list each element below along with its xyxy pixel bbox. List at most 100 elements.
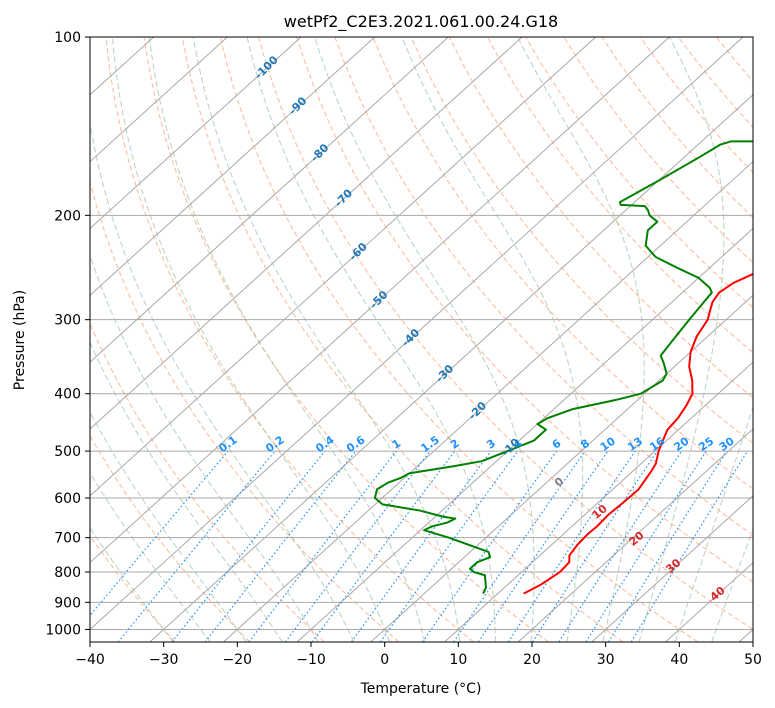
isotherm-line (90, 37, 449, 363)
moist-adiabat-line (674, 405, 753, 642)
mixing-ratio-label: 6 (550, 437, 564, 452)
isotherm-line (444, 361, 753, 642)
x-tick-label: −20 (223, 652, 253, 668)
moist-adiabat-line (711, 528, 753, 642)
dry-adiabat-line (296, 37, 753, 583)
dry-adiabat-line (677, 37, 753, 128)
mixing-ratio-label: 1 (390, 437, 404, 452)
y-tick-label: 200 (54, 208, 81, 224)
isotherm-line (370, 294, 753, 642)
plot-frame (89, 36, 754, 643)
mixing-ratio-line (311, 450, 456, 642)
moist-adiabat-line (148, 37, 426, 642)
moist-adiabat-line (638, 37, 725, 642)
dry-adiabat-line (143, 37, 549, 642)
y-tick-label: 700 (54, 531, 81, 547)
dewpoint-profile-line (373, 140, 753, 595)
x-tick-label: −30 (149, 652, 179, 668)
x-tick-label: 40 (670, 652, 688, 668)
dry-adiabat-line (487, 37, 753, 354)
isotherm-line (90, 37, 302, 230)
dry-adiabat-line (181, 37, 624, 642)
dry-adiabat-line (448, 37, 753, 399)
mixing-ratio-label: 0.1 (216, 433, 239, 455)
mixing-ratio-line (507, 450, 636, 642)
moist-adiabat-line (90, 253, 319, 642)
moist-adiabat-line (401, 37, 584, 642)
y-axis-label: Pressure (hPa) (12, 290, 28, 390)
y-tick-label: 500 (54, 444, 81, 460)
isotherm-line (517, 428, 753, 642)
line-labels: 0.1 0.2 0.4 0.6 1 1.5 2 3 4 6 8 10 13 16 20 25 30-100-90… (216, 53, 737, 604)
dry-adiabat-line (90, 434, 251, 642)
x-axis-label: Temperature (°C) (360, 681, 482, 697)
theta-e-label: 20 (627, 529, 647, 549)
mixing-ratio-label: 0.6 (344, 433, 368, 455)
y-tick-label: 1000 (45, 622, 81, 638)
mixing-ratio-line (558, 450, 683, 642)
y-tick-label: 400 (54, 387, 81, 403)
isotherm-line (90, 37, 670, 564)
y-tick-label: 600 (54, 491, 81, 507)
isotherm-line (0, 37, 6, 642)
mixing-ratio-label: 0.2 (263, 433, 286, 455)
y-tick-label: 800 (54, 565, 81, 581)
isotherm-line (738, 628, 753, 642)
y-tick-label: 300 (54, 313, 81, 329)
x-tick-label: 0 (380, 652, 389, 668)
dry-adiabat-line (105, 37, 475, 642)
isotherm-line (90, 37, 523, 430)
dry-adiabat-line (639, 37, 753, 174)
temperature-profile-line (523, 272, 753, 595)
isotherm-line (90, 37, 744, 631)
y-tick-label: 900 (54, 595, 81, 611)
moist-adiabat-line (517, 37, 645, 642)
dry-adiabat-line (372, 37, 753, 490)
mixing-ratio-label: 1.5 (418, 433, 441, 455)
isotherm-line (665, 561, 753, 642)
mixing-ratio-line (248, 450, 397, 642)
chart-title: wetPf2_C2E3.2021.061.00.24.G18 (284, 12, 558, 32)
mixing-ratio-line (90, 450, 229, 617)
mixing-ratio-line (422, 450, 558, 642)
mixing-ratio-label: 3 (484, 437, 498, 452)
mixing-ratio-line (284, 450, 431, 642)
profile-lines (373, 140, 753, 595)
x-tick-label: 30 (597, 652, 615, 668)
dry-adiabat-line (716, 37, 753, 83)
mixing-ratio-line (171, 450, 326, 642)
isotherm-line (149, 94, 753, 642)
x-axis: −40 −30 −20 −10 0 10 20 30 40 50 (75, 642, 762, 668)
isotherm-line (296, 227, 753, 642)
moist-adiabat-line (314, 37, 535, 642)
y-tick-label: 100 (54, 30, 81, 46)
theta-e-label: 10 (590, 502, 610, 522)
moist-adiabat-line (90, 471, 211, 642)
x-tick-label: −40 (75, 652, 105, 668)
mixing-ratio-line (117, 450, 276, 642)
isotherm-line (223, 160, 753, 642)
moist-adiabat-line (111, 37, 390, 642)
mixing-ratio-line (531, 450, 658, 642)
theta-e-label: 0 (552, 474, 566, 489)
mixing-ratio-line (608, 450, 728, 642)
x-tick-label: 50 (744, 652, 762, 668)
mixing-ratio-line (379, 450, 519, 642)
x-tick-label: 20 (523, 652, 541, 668)
isotherm-line (90, 37, 376, 296)
mixing-ratio-line (453, 450, 586, 642)
dry-adiabat-line (601, 37, 753, 219)
x-tick-label: −10 (296, 652, 326, 668)
isotherm-line (591, 495, 753, 642)
dry-adiabat-line (258, 37, 753, 631)
x-tick-label: 10 (449, 652, 467, 668)
background-lines (0, 37, 753, 642)
isotherm-line (90, 37, 228, 163)
mixing-ratio-line (204, 450, 357, 642)
mixing-ratio-line (477, 450, 609, 642)
moist-adiabat-line (90, 341, 283, 642)
mixing-ratio-line (630, 450, 748, 642)
isotherm-line (90, 37, 597, 497)
dry-adiabat-line (410, 37, 753, 444)
